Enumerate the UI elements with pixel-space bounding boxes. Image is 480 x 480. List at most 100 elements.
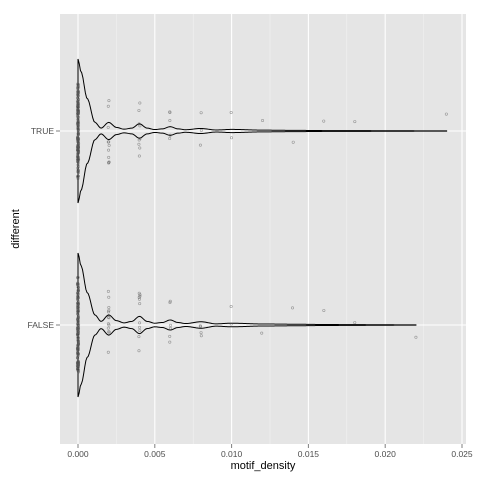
data-point xyxy=(75,112,79,116)
data-point xyxy=(77,145,81,149)
data-point xyxy=(291,140,295,144)
data-point xyxy=(76,308,80,312)
data-point xyxy=(76,158,80,162)
data-point xyxy=(168,326,172,330)
data-point xyxy=(75,322,79,326)
data-point xyxy=(414,335,418,339)
data-point xyxy=(199,128,203,132)
data-point xyxy=(291,306,295,310)
data-point xyxy=(76,286,80,290)
data-point xyxy=(106,289,110,293)
data-point xyxy=(168,300,172,304)
data-point xyxy=(75,99,79,103)
data-point xyxy=(137,108,141,112)
data-point xyxy=(76,309,80,313)
data-point xyxy=(137,349,141,353)
data-point xyxy=(76,292,80,296)
data-point xyxy=(77,91,81,95)
data-point xyxy=(137,335,141,339)
data-point xyxy=(138,293,142,297)
data-point xyxy=(76,96,80,100)
data-point xyxy=(137,138,141,142)
y-axis: TRUE FALSE xyxy=(28,126,60,330)
y-tick-label: TRUE xyxy=(31,126,54,136)
y-tick-label: FALSE xyxy=(28,320,55,330)
data-point xyxy=(137,297,141,301)
data-point xyxy=(444,112,448,116)
data-point xyxy=(107,295,111,299)
data-point xyxy=(138,321,142,325)
data-point xyxy=(76,344,80,348)
x-axis-title: motif_density xyxy=(231,460,296,472)
data-point xyxy=(76,137,80,141)
data-point xyxy=(76,120,80,124)
data-point xyxy=(76,168,80,172)
data-point xyxy=(107,306,111,310)
data-point xyxy=(106,125,110,129)
data-point xyxy=(76,298,80,302)
data-point xyxy=(76,346,80,350)
data-point xyxy=(76,317,80,321)
data-point xyxy=(353,120,357,124)
data-point xyxy=(199,334,203,338)
data-point xyxy=(77,151,81,155)
x-tick-label: 0.020 xyxy=(375,449,397,459)
x-tick-label: 0.015 xyxy=(298,449,320,459)
data-point xyxy=(107,323,111,327)
data-point xyxy=(76,148,80,152)
data-point xyxy=(76,86,80,90)
data-point xyxy=(76,132,80,136)
data-point xyxy=(76,163,80,167)
data-point xyxy=(77,115,81,119)
data-point xyxy=(76,368,80,372)
data-point xyxy=(106,104,110,108)
data-point xyxy=(168,133,172,137)
data-point xyxy=(107,140,111,144)
data-point xyxy=(76,155,80,159)
data-point xyxy=(76,351,80,355)
data-point xyxy=(76,333,80,337)
data-point xyxy=(76,174,80,178)
data-point xyxy=(76,135,80,139)
data-point xyxy=(137,154,141,158)
data-point xyxy=(261,118,265,122)
data-point xyxy=(76,350,80,354)
data-point xyxy=(107,161,111,165)
data-point xyxy=(168,334,172,338)
data-point xyxy=(76,356,80,360)
data-point xyxy=(76,341,80,345)
data-point xyxy=(138,124,142,128)
data-point xyxy=(138,294,142,298)
data-point xyxy=(106,310,110,314)
data-point xyxy=(76,275,80,279)
data-point xyxy=(107,148,111,152)
data-point xyxy=(198,325,202,329)
data-point xyxy=(76,327,80,331)
data-point xyxy=(106,326,110,330)
data-point xyxy=(76,105,80,109)
data-point xyxy=(229,136,233,140)
data-point xyxy=(138,146,142,150)
x-tick-label: 0.000 xyxy=(67,449,89,459)
data-point xyxy=(198,143,202,147)
violin-false xyxy=(77,252,417,398)
data-point xyxy=(322,308,326,312)
data-point xyxy=(138,325,142,329)
grid-lines xyxy=(60,14,466,444)
data-point xyxy=(138,328,142,332)
data-point xyxy=(76,142,80,146)
data-point xyxy=(76,109,80,113)
data-point xyxy=(76,129,80,133)
data-point xyxy=(199,331,203,335)
x-tick-label: 0.010 xyxy=(221,449,243,459)
data-point xyxy=(107,308,111,312)
data-point xyxy=(76,301,80,305)
data-point xyxy=(137,291,141,295)
data-point xyxy=(322,119,326,123)
data-point xyxy=(169,323,173,327)
data-point xyxy=(76,104,80,108)
violins xyxy=(77,58,448,398)
data-point xyxy=(76,299,80,303)
y-axis-title: different xyxy=(10,209,22,249)
